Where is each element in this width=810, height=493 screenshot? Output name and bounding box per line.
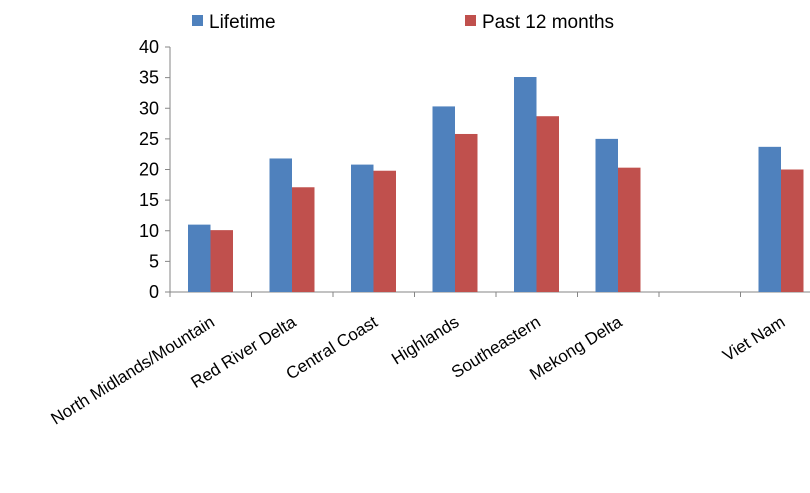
y-axis: 0 5 10 15 20 25 30 35 40: [139, 37, 171, 302]
y-tick-label: 35: [139, 68, 159, 88]
y-tick-label: 10: [139, 221, 159, 241]
x-axis: [169, 291, 810, 297]
legend-swatch-past-12-months: [465, 15, 476, 26]
bar-lifetime-viet-nam: [758, 146, 781, 292]
bar-lifetime-red-river-delta: [269, 158, 292, 292]
bar-lifetime-central-coast: [351, 164, 374, 292]
bar-lifetime-north-midlands-mountain: [188, 224, 211, 292]
legend-label-lifetime: Lifetime: [209, 12, 276, 33]
x-category-label: Highlands: [388, 312, 462, 368]
x-category-label: Mekong Delta: [526, 312, 625, 384]
bar-past-12-months-highlands: [455, 133, 478, 292]
bars: [188, 77, 804, 293]
y-tick-label: 30: [139, 98, 159, 118]
bar-past-12-months-central-coast: [373, 170, 396, 292]
bar-lifetime-highlands: [432, 106, 455, 292]
bar-past-12-months-viet-nam: [781, 169, 804, 292]
y-tick-label: 40: [139, 37, 159, 57]
bar-lifetime-mekong-delta: [595, 138, 618, 292]
bar-past-12-months-mekong-delta: [618, 167, 641, 292]
y-tick-label: 20: [139, 160, 159, 180]
x-category-label: North Midlands/Mountain: [48, 312, 218, 428]
legend-label-past-12-months: Past 12 months: [482, 12, 614, 33]
bar-past-12-months-red-river-delta: [292, 187, 315, 292]
x-category-label: Viet Nam: [719, 312, 788, 365]
bar-lifetime-southeastern: [514, 77, 537, 292]
y-tick-label: 5: [149, 251, 159, 271]
legend-swatch-lifetime: [192, 15, 203, 26]
bar-past-12-months-southeastern: [536, 116, 559, 293]
y-tick-label: 15: [139, 190, 159, 210]
y-tick-label: 0: [149, 282, 159, 302]
x-category-label: Central Coast: [283, 312, 381, 383]
legend: Lifetime Past 12 months: [192, 12, 614, 33]
bar-past-12-months-north-midlands-mountain: [210, 230, 233, 292]
y-tick-label: 25: [139, 129, 159, 149]
